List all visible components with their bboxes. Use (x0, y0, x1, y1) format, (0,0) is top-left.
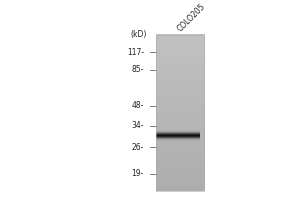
Text: COLO205: COLO205 (176, 2, 207, 33)
Text: 117-: 117- (127, 48, 144, 57)
Text: 19-: 19- (132, 169, 144, 178)
Text: (kD): (kD) (130, 30, 147, 39)
Text: 26-: 26- (132, 143, 144, 152)
Text: 85-: 85- (132, 65, 144, 74)
Text: 34-: 34- (131, 121, 144, 130)
Text: 48-: 48- (132, 101, 144, 110)
Bar (156, 35, 204, 191)
